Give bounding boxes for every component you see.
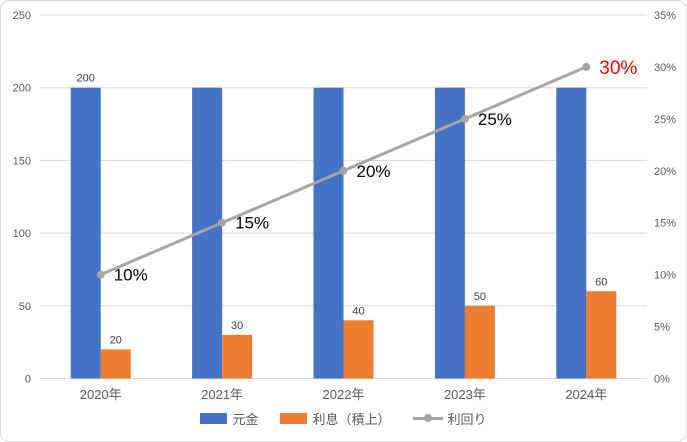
left-axis-tick: 250: [13, 10, 31, 22]
x-axis-label: 2023年: [444, 387, 486, 402]
yield-data-label: 10%: [114, 266, 148, 285]
bar-data-label: 30: [231, 320, 243, 332]
left-axis-tick: 0: [25, 374, 31, 386]
yield-data-label: 30%: [599, 58, 637, 79]
right-axis-tick: 15%: [654, 218, 676, 230]
bar-interest: [464, 305, 495, 379]
right-axis-tick: 30%: [654, 62, 676, 74]
left-axis-tick: 150: [13, 155, 31, 167]
bar-principal: [313, 87, 344, 379]
bar-interest: [100, 349, 131, 379]
yield-line-marker-icon: [412, 414, 443, 423]
yield-line-marker: [218, 218, 227, 227]
left-axis-tick: 200: [13, 83, 31, 95]
bar-data-label: 40: [352, 305, 364, 317]
left-axis-tick: 100: [13, 228, 31, 240]
bar-interest: [343, 320, 374, 379]
right-axis-tick: 20%: [654, 166, 676, 178]
bar-data-label: 50: [474, 291, 486, 303]
bar-data-label: 200: [77, 73, 95, 85]
right-axis-tick: 10%: [654, 270, 676, 282]
legend: 元金 利息（積上） 利回り: [1, 409, 686, 428]
bar-principal: [70, 87, 101, 379]
bar-interest: [586, 291, 617, 379]
bar-principal: [556, 87, 587, 379]
yield-data-label: 25%: [478, 110, 512, 129]
yield-data-label: 15%: [235, 214, 269, 233]
bar-data-label: 60: [595, 276, 607, 288]
bar-interest: [222, 334, 253, 379]
x-axis-label: 2020年: [80, 387, 122, 402]
right-axis-tick: 0%: [654, 374, 670, 386]
left-axis-tick: 50: [19, 301, 31, 313]
legend-label-yield: 利回り: [447, 412, 487, 427]
legend-label-interest: 利息（積上）: [312, 412, 391, 427]
yield-line-marker: [460, 114, 469, 123]
yield-line-marker: [96, 270, 105, 279]
x-axis-label: 2022年: [323, 387, 365, 402]
yield-data-label: 20%: [357, 162, 391, 181]
interest-swatch-icon: [280, 413, 308, 424]
right-axis-tick: 25%: [654, 114, 676, 126]
legend-item-principal: 元金: [200, 409, 258, 428]
right-axis-tick: 5%: [654, 322, 670, 334]
legend-item-yield: 利回り: [412, 409, 487, 428]
bar-data-label: 20: [110, 334, 122, 346]
principal-swatch-icon: [200, 413, 228, 424]
bar-principal: [434, 87, 465, 379]
right-axis-tick: 35%: [654, 10, 676, 22]
x-axis-label: 2024年: [565, 387, 607, 402]
legend-label-principal: 元金: [232, 412, 259, 427]
yield-line-marker: [339, 166, 348, 175]
yield-line-marker: [582, 62, 591, 71]
x-axis-label: 2021年: [201, 387, 243, 402]
legend-item-interest: 利息（積上）: [280, 409, 391, 428]
